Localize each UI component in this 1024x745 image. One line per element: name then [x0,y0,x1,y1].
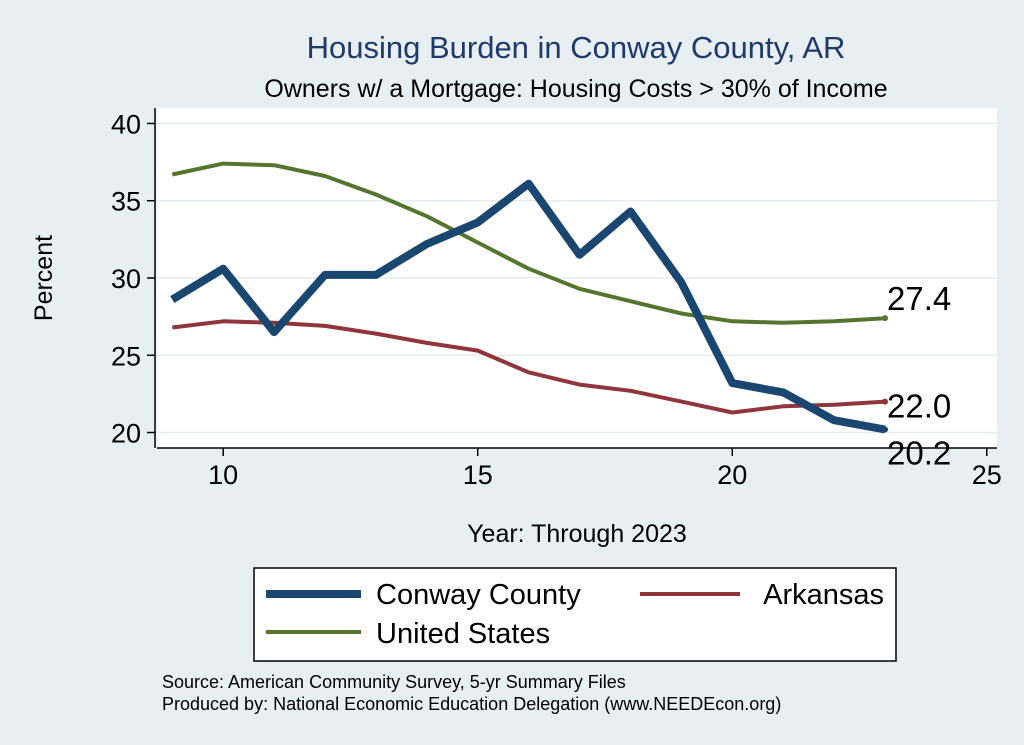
chart-title: Housing Burden in Conway County, AR [307,30,846,65]
legend-label-conway: Conway County [376,579,581,611]
legend-label-arkansas: Arkansas [763,579,884,611]
x-tick-label: 25 [972,460,1002,490]
series-end-marker-arkansas [882,398,888,405]
y-tick-label: 20 [111,419,141,449]
x-tick-label: 20 [717,460,747,490]
end-label-us: 27.4 [887,280,951,317]
gridlines [157,122,997,434]
end-labels: 20.2 22.0 27.4 [887,280,951,471]
series-line-us [171,161,886,325]
y-axis-ticks: 20 25 30 35 40 [111,109,155,449]
legend-box [253,567,897,662]
source-line-1: Source: American Community Survey, 5-yr … [162,672,626,692]
y-axis-title: Percent [30,235,58,321]
series-group [170,161,888,434]
x-axis-ticks: 10 15 20 25 [208,448,1002,490]
y-tick-label: 35 [111,187,141,217]
x-tick-label: 15 [463,460,493,490]
y-tick-label: 40 [111,109,141,139]
y-tick-label: 30 [111,264,141,294]
chart-subtitle: Owners w/ a Mortgage: Housing Costs > 30… [264,75,887,103]
end-label-conway: 20.2 [887,434,951,471]
x-axis-title: Year: Through 2023 [467,520,687,548]
end-label-arkansas: 22.0 [887,388,951,425]
source-line-2: Produced by: National Economic Education… [162,694,781,714]
series-line-arkansas [172,319,886,415]
x-tick-label: 10 [208,460,238,490]
series-end-marker-conway [882,426,888,433]
series-line-conway [170,179,886,434]
legend-label-us: United States [376,618,550,650]
series-end-marker-us [882,315,888,322]
y-tick-label: 25 [111,341,141,371]
